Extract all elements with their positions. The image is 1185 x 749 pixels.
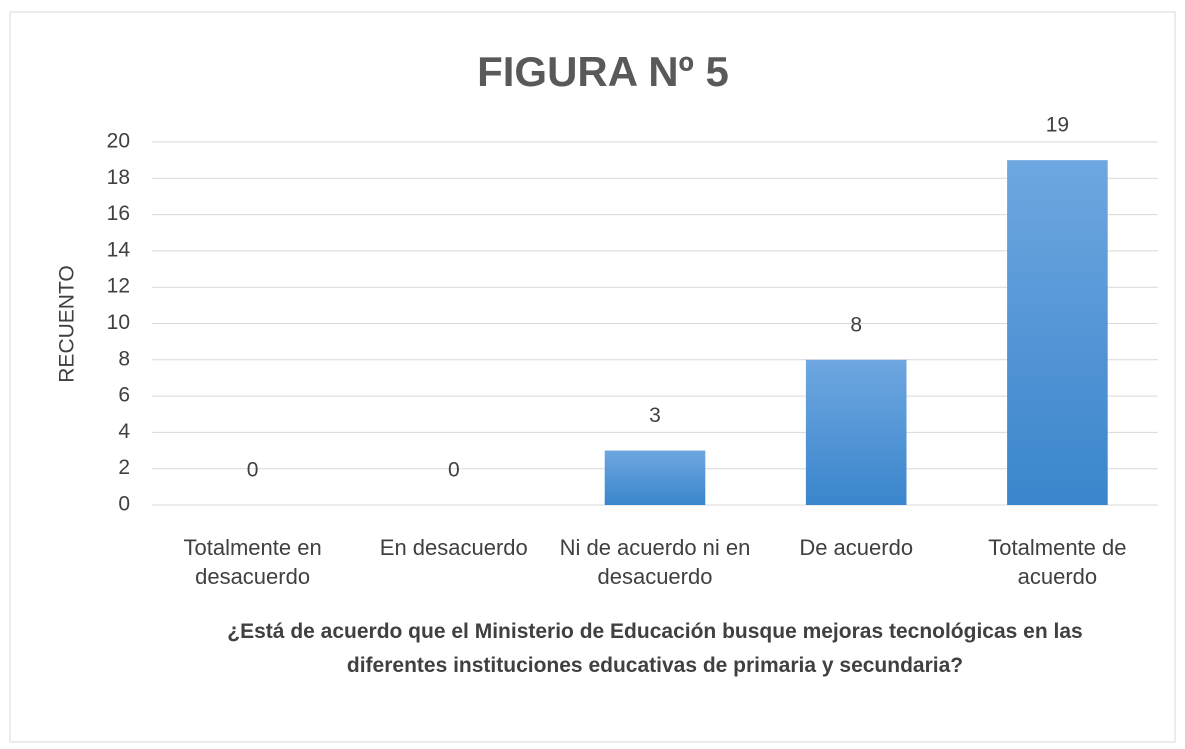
- y-tick-label: 10: [107, 311, 130, 334]
- bar: [805, 359, 907, 505]
- x-tick-label: Totalmente de acuerdo: [988, 535, 1127, 589]
- chart-title: FIGURA Nº 5: [477, 48, 729, 95]
- bar: [604, 450, 706, 505]
- data-label: 19: [1046, 114, 1069, 137]
- y-tick-label: 2: [118, 456, 130, 479]
- y-tick-label: 0: [118, 493, 130, 516]
- chart-border: [9, 11, 1176, 743]
- x-tick-label: De acuerdo: [799, 535, 914, 560]
- data-label: 0: [247, 459, 259, 482]
- y-tick-label: 12: [107, 275, 130, 298]
- x-tick-label: Ni de acuerdo ni en desacuerdo: [559, 535, 751, 589]
- data-label: 0: [448, 459, 460, 482]
- x-tick-label: Totalmente en desacuerdo: [183, 535, 322, 589]
- data-label: 8: [850, 313, 862, 336]
- data-label: 3: [649, 404, 661, 427]
- y-tick-label: 18: [107, 166, 130, 189]
- y-tick-label: 4: [118, 420, 130, 443]
- y-tick-label: 16: [107, 202, 130, 225]
- y-tick-label: 6: [118, 384, 130, 407]
- y-tick-label: 14: [107, 238, 131, 261]
- x-tick-label: En desacuerdo: [379, 535, 528, 560]
- y-axis-label: RECUENTO: [56, 265, 79, 382]
- y-tick-label: 20: [107, 130, 130, 153]
- bar: [1007, 160, 1108, 505]
- y-tick-label: 8: [118, 347, 130, 370]
- x-axis-label: ¿Está de acuerdo que el Ministerio de Ed…: [227, 620, 1083, 677]
